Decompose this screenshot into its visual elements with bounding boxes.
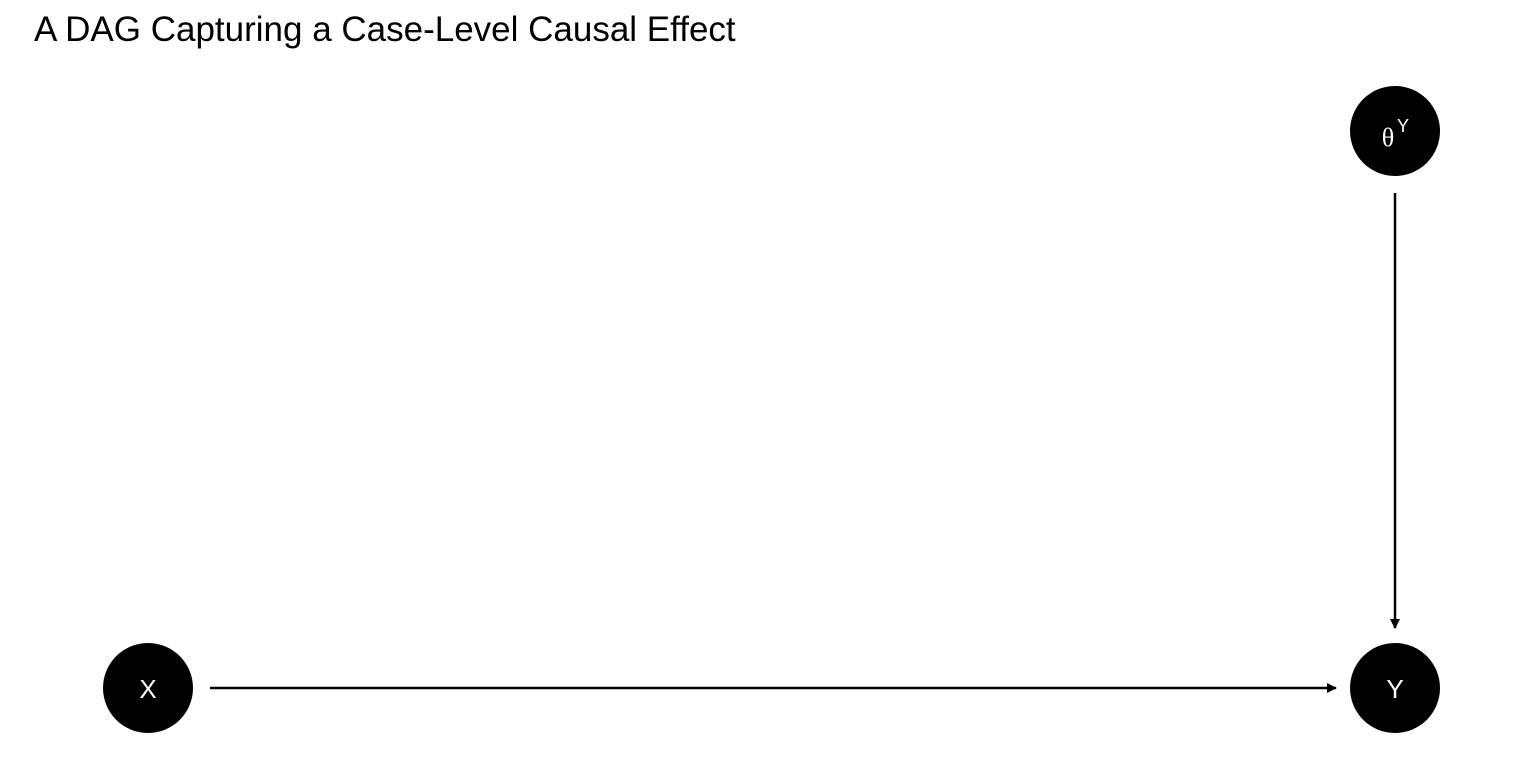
node-theta-y: θ Y [1350, 86, 1440, 176]
node-theta-y-superscript: Y [1397, 116, 1409, 136]
node-x-label: X [139, 674, 156, 704]
node-y: Y [1350, 643, 1440, 733]
node-y-label: Y [1386, 674, 1403, 704]
node-theta-y-label: θ [1382, 123, 1394, 152]
diagram-title: A DAG Capturing a Case-Level Causal Effe… [34, 10, 736, 49]
node-x: X [103, 643, 193, 733]
